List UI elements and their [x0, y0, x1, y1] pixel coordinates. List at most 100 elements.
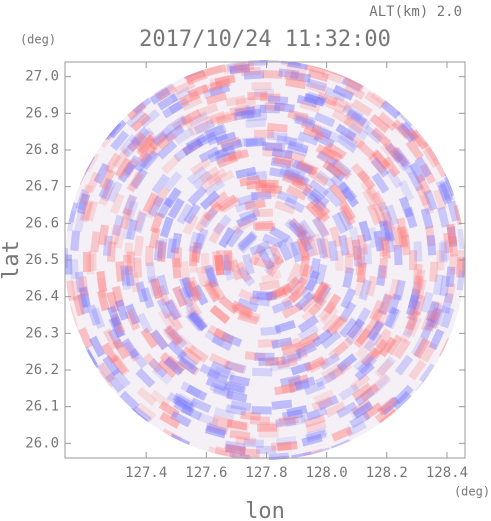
- x-unit: (deg): [454, 485, 490, 499]
- texture-cell: [298, 263, 313, 286]
- texture-cell: [156, 274, 170, 296]
- texture-cell: [315, 170, 337, 189]
- texture-cell: [255, 222, 276, 231]
- texture-cell: [239, 175, 261, 187]
- texture-cell: [151, 365, 173, 385]
- texture-cell: [281, 290, 303, 308]
- texture-cell: [376, 396, 398, 416]
- texture-cell: [366, 320, 385, 342]
- texture-cell: [340, 186, 360, 208]
- texture-cell: [144, 197, 161, 220]
- texture-cell: [319, 305, 339, 326]
- texture-cell: [443, 232, 453, 254]
- texture-cell: [422, 139, 440, 162]
- texture-cell: [235, 106, 257, 117]
- texture-cell: [142, 352, 163, 374]
- texture-cell: [204, 110, 227, 126]
- texture-cell: [437, 206, 450, 228]
- texture-cell: [148, 131, 169, 151]
- texture-cell: [129, 126, 150, 147]
- texture-cell: [377, 112, 398, 132]
- texture-cell: [134, 152, 153, 173]
- texture-cell: [122, 254, 132, 276]
- texture-cell: [253, 256, 275, 271]
- texture-cell: [342, 267, 355, 289]
- texture-cell: [285, 184, 308, 201]
- texture-cell: [331, 95, 354, 112]
- texture-cell: [295, 342, 317, 358]
- texture-cell: [79, 201, 93, 223]
- texture-cell: [396, 226, 409, 248]
- texture-cell: [232, 217, 254, 235]
- texture-cell: [371, 149, 391, 171]
- texture-cell: [174, 79, 196, 96]
- texture-cell: [271, 399, 293, 410]
- texture-cell: [414, 278, 427, 300]
- texture-cell: [219, 136, 241, 151]
- texture-cell: [309, 127, 332, 143]
- texture-cell: [304, 356, 326, 373]
- texture-cell: [225, 360, 247, 374]
- texture-cell: [103, 328, 120, 350]
- texture-cell: [195, 131, 218, 148]
- texture-cell: [192, 233, 205, 255]
- texture-cell: [172, 285, 188, 308]
- texture-cell: [106, 291, 120, 313]
- texture-cell: [102, 235, 113, 257]
- texture-cell: [126, 171, 144, 193]
- texture-cell: [311, 216, 330, 238]
- texture-cell: [84, 200, 99, 222]
- texture-cell: [229, 64, 251, 75]
- texture-cell: [316, 92, 339, 107]
- texture-cell: [305, 235, 319, 258]
- texture-cell: [281, 381, 303, 394]
- texture-cell: [166, 115, 188, 133]
- texture-cell: [432, 274, 444, 296]
- texture-cell: [98, 184, 114, 207]
- texture-cell: [148, 195, 165, 218]
- texture-cell: [113, 227, 125, 249]
- texture-cell: [370, 372, 391, 393]
- texture-cell: [159, 216, 174, 238]
- texture-cell: [364, 91, 386, 110]
- texture-cell: [363, 244, 373, 265]
- texture-cell: [265, 288, 287, 303]
- texture-cell: [393, 384, 414, 405]
- texture-cell: [158, 400, 180, 419]
- texture-cell: [199, 207, 219, 229]
- texture-cell: [391, 119, 412, 140]
- texture-cell: [405, 309, 421, 331]
- texture-cell: [283, 236, 300, 258]
- texture-cell: [182, 280, 198, 302]
- texture-cell: [156, 197, 174, 219]
- texture-cell: [166, 392, 188, 410]
- texture-cell: [285, 65, 307, 77]
- texture-cell: [194, 228, 209, 250]
- texture-cell: [140, 327, 159, 349]
- texture-cell: [210, 361, 232, 376]
- texture-cell: [307, 68, 329, 83]
- texture-cell: [422, 146, 440, 168]
- texture-cell: [280, 349, 303, 363]
- texture-cell: [378, 336, 397, 358]
- texture-cell: [212, 251, 221, 272]
- texture-cell: [148, 227, 161, 249]
- texture-cell: [284, 415, 306, 427]
- texture-cell: [237, 233, 258, 254]
- texture-cell: [189, 252, 198, 273]
- texture-cell: [164, 325, 184, 346]
- texture-cell: [352, 352, 373, 373]
- texture-cell: [269, 360, 291, 372]
- texture-cell: [319, 126, 341, 143]
- texture-cell: [203, 264, 217, 286]
- texture-cell: [425, 310, 440, 332]
- texture-cell: [329, 174, 350, 194]
- texture-cell: [393, 338, 411, 360]
- texture-cell: [121, 337, 140, 360]
- texture-cell: [220, 331, 243, 348]
- texture-cell: [356, 247, 366, 268]
- texture-cell: [457, 228, 465, 250]
- texture-cell: [155, 84, 178, 102]
- texture-cell: [209, 111, 232, 126]
- texture-cell: [426, 300, 440, 323]
